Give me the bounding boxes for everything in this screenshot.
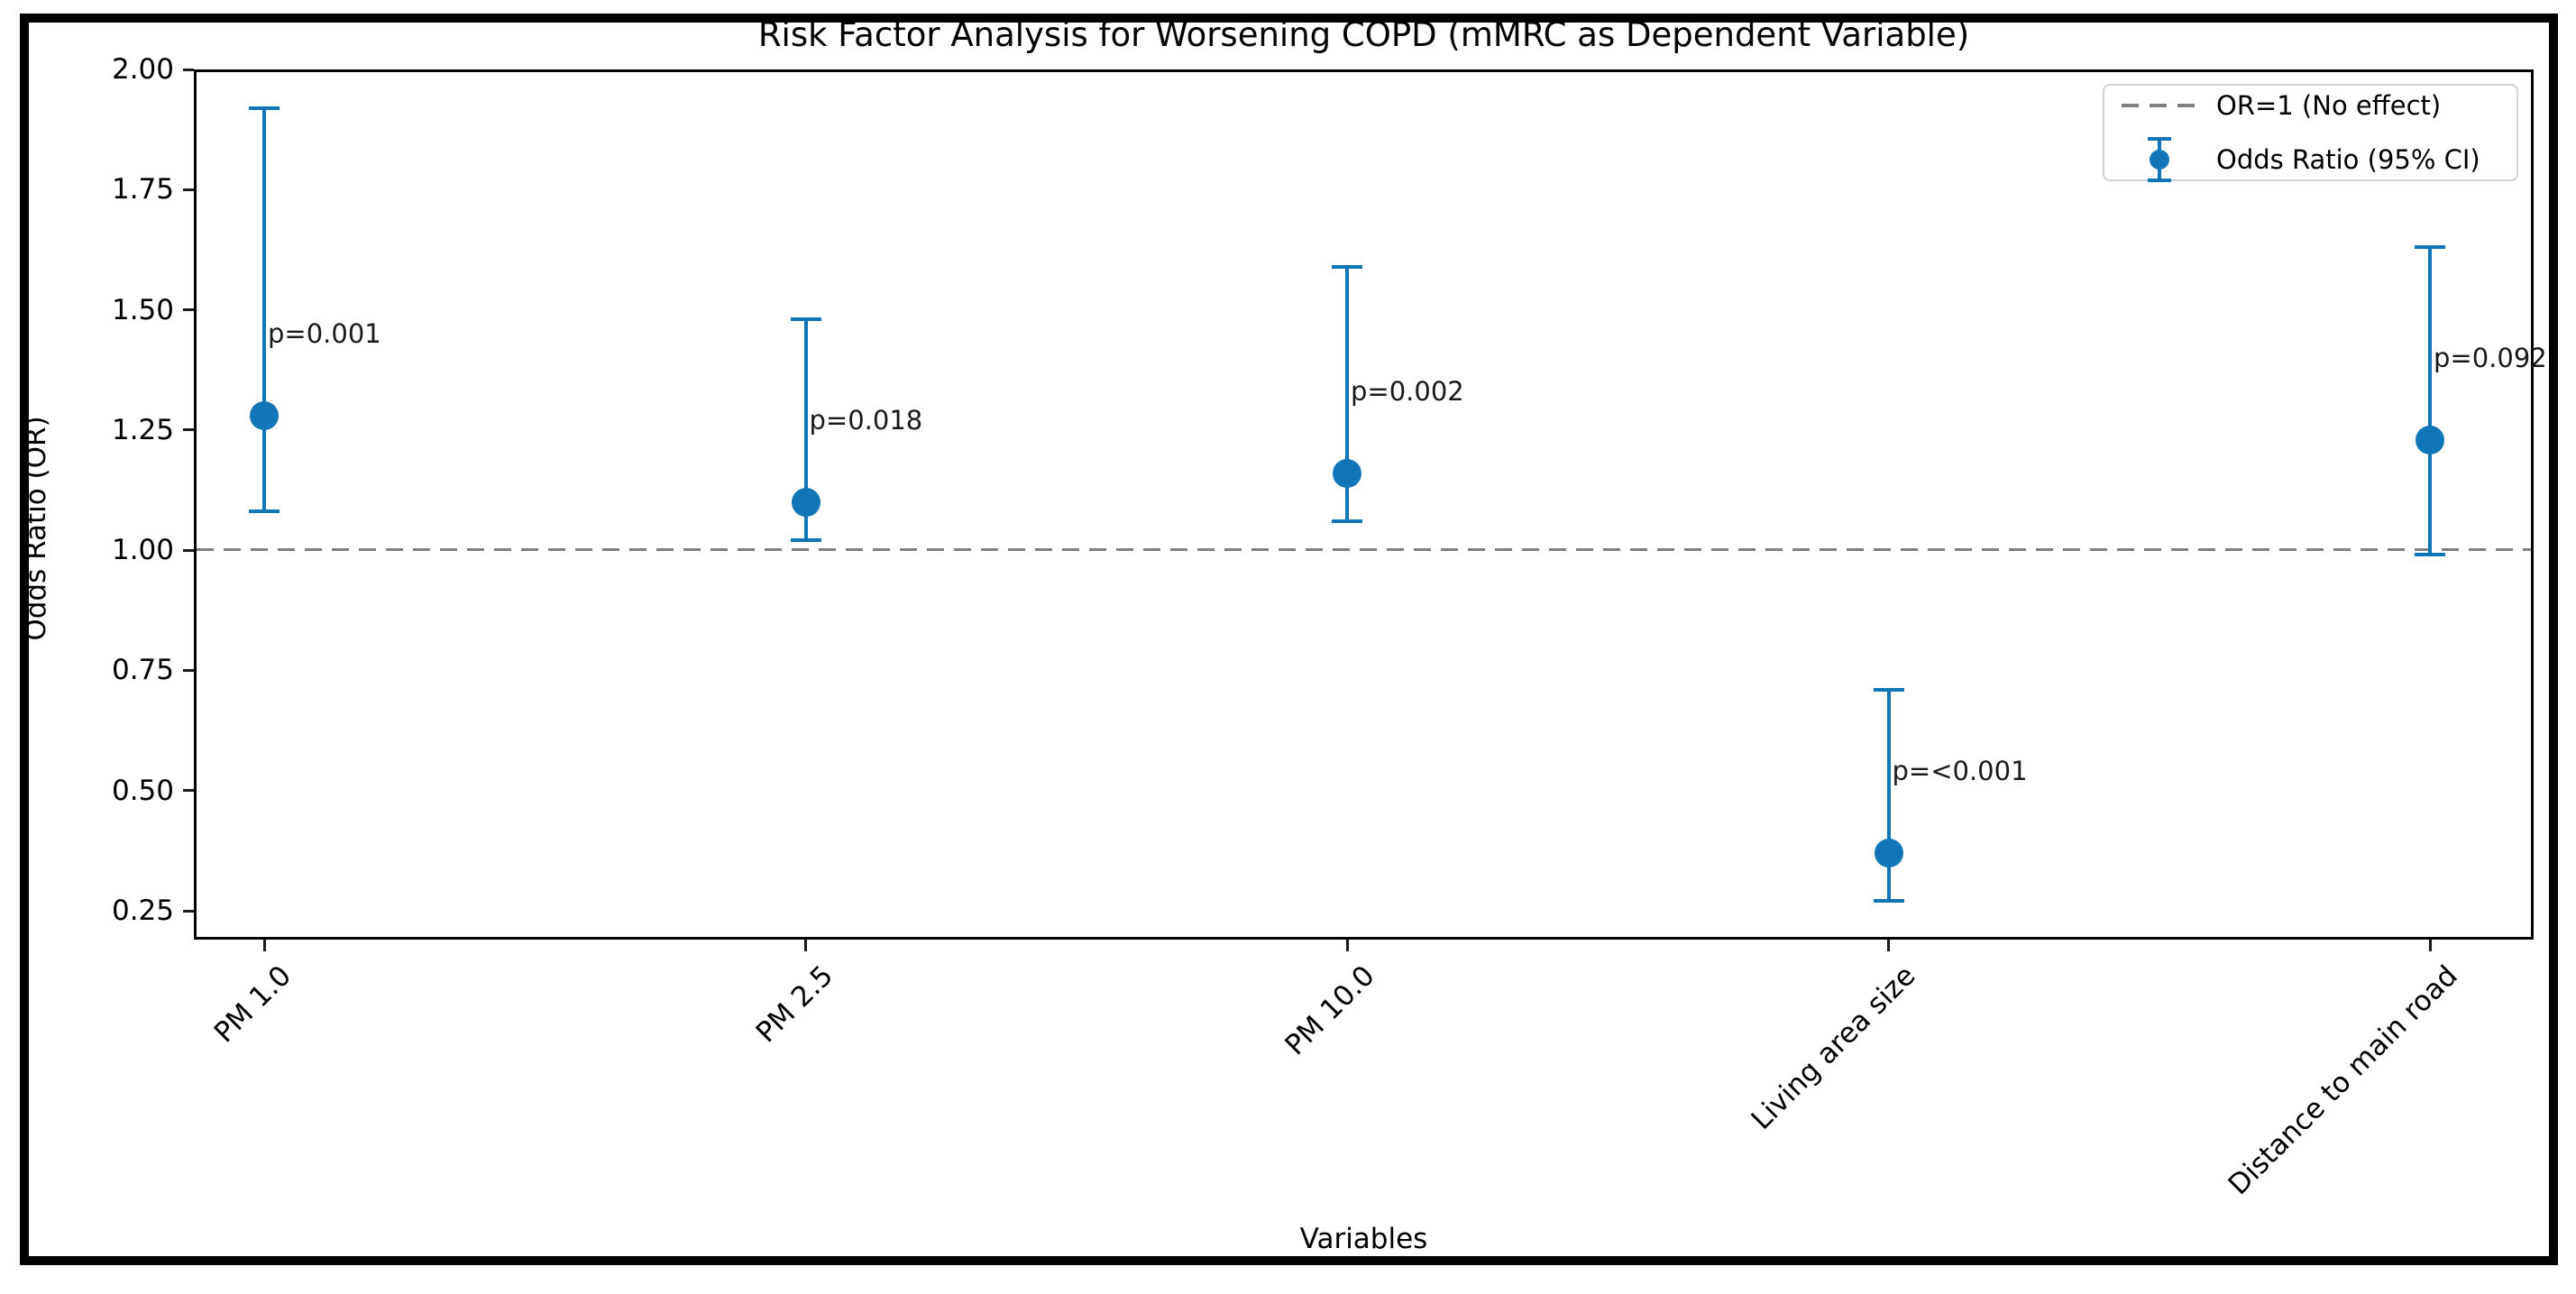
y-tick-label: 1.50 bbox=[111, 293, 174, 326]
or-marker bbox=[2416, 425, 2444, 454]
legend-sample bbox=[2121, 82, 2198, 129]
y-tick-label: 1.00 bbox=[111, 534, 174, 567]
y-tick-mark bbox=[183, 668, 194, 672]
legend-sample bbox=[2121, 136, 2198, 183]
p-value-label: p=0.001 bbox=[268, 318, 381, 350]
y-tick-label: 1.75 bbox=[111, 173, 174, 206]
ci-cap-top bbox=[249, 106, 280, 110]
y-tick-mark bbox=[183, 428, 194, 432]
y-tick-label: 0.25 bbox=[111, 895, 174, 927]
y-tick-mark bbox=[183, 789, 194, 793]
y-tick-mark bbox=[183, 909, 194, 913]
or-marker bbox=[1333, 458, 1361, 488]
ci-cap-bottom bbox=[1873, 899, 1904, 904]
y-axis-label: Odds Ratio (OR) bbox=[20, 416, 52, 641]
legend-entry-odds-ratio: Odds Ratio (95% CI) bbox=[2121, 136, 2504, 183]
reference-line-or1 bbox=[197, 548, 2531, 551]
errorbar-icon bbox=[2144, 137, 2175, 182]
legend-label: Odds Ratio (95% CI) bbox=[2216, 144, 2480, 175]
ci-line bbox=[262, 107, 266, 512]
figure-border bbox=[20, 14, 2558, 1265]
p-value-label: p=0.002 bbox=[1351, 376, 1464, 408]
or-marker bbox=[791, 487, 820, 517]
y-tick-label: 0.75 bbox=[111, 654, 174, 687]
chart-title: Risk Factor Analysis for Worsening COPD … bbox=[757, 15, 1970, 54]
y-tick-mark bbox=[183, 188, 194, 191]
y-tick-label: 2.00 bbox=[111, 53, 174, 86]
x-tick-mark bbox=[804, 940, 807, 951]
p-value-label: p=0.018 bbox=[809, 405, 923, 436]
x-tick-mark bbox=[2428, 940, 2432, 951]
ci-line bbox=[2428, 247, 2432, 555]
ci-line bbox=[803, 319, 808, 541]
x-tick-mark bbox=[1887, 940, 1890, 951]
p-value-label: p=<0.001 bbox=[1892, 756, 2028, 787]
ci-cap-top bbox=[1332, 264, 1362, 269]
x-axis-label: Variables bbox=[1299, 1223, 1428, 1255]
y-tick-mark bbox=[183, 68, 194, 71]
y-tick-label: 0.50 bbox=[111, 774, 174, 807]
ci-line bbox=[1886, 689, 1891, 902]
ci-line bbox=[1345, 266, 1349, 522]
dashed-line-icon bbox=[2122, 104, 2197, 107]
ci-cap-top bbox=[1873, 687, 1904, 692]
y-tick-mark bbox=[183, 548, 194, 552]
x-tick-mark bbox=[262, 940, 266, 951]
legend: OR=1 (No effect) Odds Ratio (95% CI) bbox=[2103, 82, 2518, 183]
or-marker bbox=[250, 400, 279, 430]
legend-entry-reference: OR=1 (No effect) bbox=[2121, 82, 2504, 129]
plot-area bbox=[194, 69, 2534, 940]
y-tick-label: 1.25 bbox=[111, 413, 174, 446]
ci-cap-top bbox=[790, 317, 821, 322]
ci-cap-bottom bbox=[2415, 553, 2445, 557]
x-tick-mark bbox=[1345, 940, 1349, 951]
ci-cap-bottom bbox=[249, 509, 280, 514]
ci-cap-bottom bbox=[790, 538, 821, 543]
ci-cap-bottom bbox=[1332, 519, 1362, 524]
y-tick-mark bbox=[183, 308, 194, 312]
p-value-label: p=0.092 bbox=[2434, 342, 2547, 373]
ci-cap-top bbox=[2415, 245, 2445, 250]
or-marker bbox=[1874, 839, 1903, 868]
legend-label: OR=1 (No effect) bbox=[2216, 90, 2442, 121]
